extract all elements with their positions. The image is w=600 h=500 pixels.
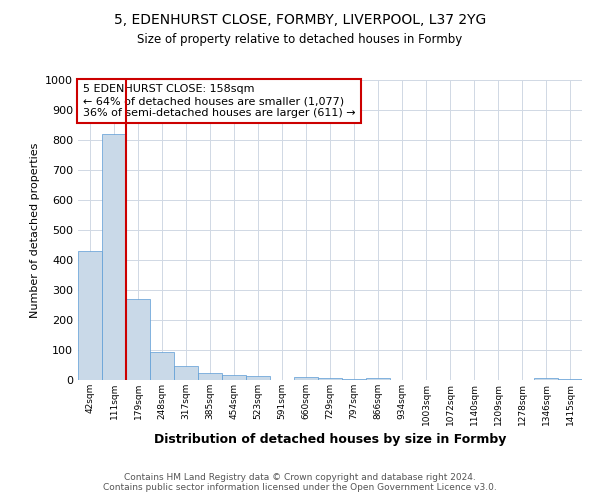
Bar (78, 251, 102, 380)
Text: 5, EDENHURST CLOSE, FORMBY, LIVERPOOL, L37 2YG: 5, EDENHURST CLOSE, FORMBY, LIVERPOOL, L… (114, 12, 486, 26)
Bar (198, 373, 222, 380)
Bar (222, 375, 246, 380)
Bar (558, 378, 582, 380)
Bar (342, 378, 366, 380)
Bar (294, 377, 318, 380)
Text: Size of property relative to detached houses in Formby: Size of property relative to detached ho… (137, 32, 463, 46)
X-axis label: Distribution of detached houses by size in Formby: Distribution of detached houses by size … (154, 433, 506, 446)
Bar (126, 299, 150, 380)
Bar (150, 352, 174, 380)
Y-axis label: Number of detached properties: Number of detached properties (29, 142, 40, 318)
Text: Contains HM Land Registry data © Crown copyright and database right 2024.
Contai: Contains HM Land Registry data © Crown c… (103, 473, 497, 492)
Bar (366, 378, 390, 380)
Bar (102, 134, 126, 380)
Bar (534, 378, 558, 380)
Bar (174, 366, 198, 380)
Text: 5 EDENHURST CLOSE: 158sqm
← 64% of detached houses are smaller (1,077)
36% of se: 5 EDENHURST CLOSE: 158sqm ← 64% of detac… (83, 84, 356, 117)
Bar (246, 376, 270, 380)
Bar (318, 378, 342, 380)
